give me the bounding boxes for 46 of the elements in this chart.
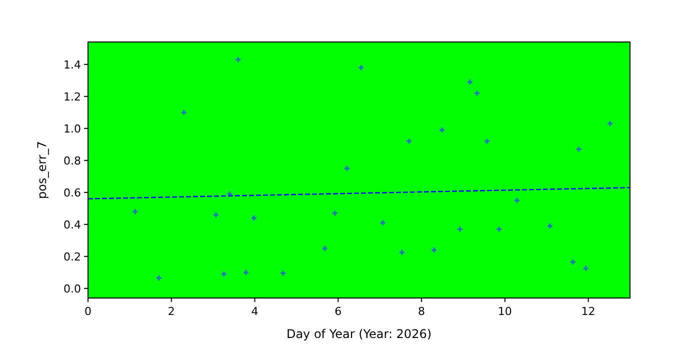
x-tick-label: 4 <box>251 305 258 318</box>
point <box>221 271 226 277</box>
x-tick-label: 2 <box>168 305 175 318</box>
point <box>607 121 612 126</box>
point <box>583 266 588 271</box>
point <box>181 110 186 115</box>
y-axis-title: pos_err_7 <box>35 141 49 199</box>
x-tick-label: 10 <box>498 305 512 318</box>
x-tick-label: 8 <box>418 305 426 318</box>
point <box>236 57 241 62</box>
y-tick-label: 0.4 <box>64 218 81 232</box>
point <box>399 250 404 255</box>
point <box>496 226 502 232</box>
point <box>406 138 412 144</box>
point <box>467 79 472 85</box>
x-tick-label: 6 <box>334 305 342 318</box>
y-tick-label: 1.2 <box>64 90 81 104</box>
y-tick-label: 0.6 <box>64 186 81 200</box>
point <box>484 138 490 144</box>
y-tick-label: 1.0 <box>64 122 81 136</box>
y-tick-label: 1.4 <box>64 58 81 72</box>
y-tick-label: 0.8 <box>64 154 81 168</box>
point <box>457 226 462 232</box>
y-tick-label: 0.2 <box>64 250 81 264</box>
point <box>132 209 138 214</box>
y-tick-label: 0.0 <box>64 282 81 296</box>
point <box>358 65 364 70</box>
point <box>380 220 386 226</box>
point <box>280 270 286 276</box>
point <box>156 275 162 281</box>
point <box>244 270 249 275</box>
point <box>547 223 552 229</box>
point <box>213 212 219 218</box>
point <box>576 146 582 152</box>
point <box>251 215 256 221</box>
x-tick-label: 0 <box>84 305 92 318</box>
point <box>474 90 480 96</box>
point <box>332 210 338 216</box>
point <box>432 247 437 253</box>
point <box>322 246 328 251</box>
x-axis-title: Day of Year (Year: 2026) <box>286 327 432 341</box>
point <box>439 127 444 133</box>
x-tick-label: 12 <box>581 305 596 318</box>
point <box>570 259 576 265</box>
point <box>514 198 520 203</box>
point <box>344 166 350 171</box>
